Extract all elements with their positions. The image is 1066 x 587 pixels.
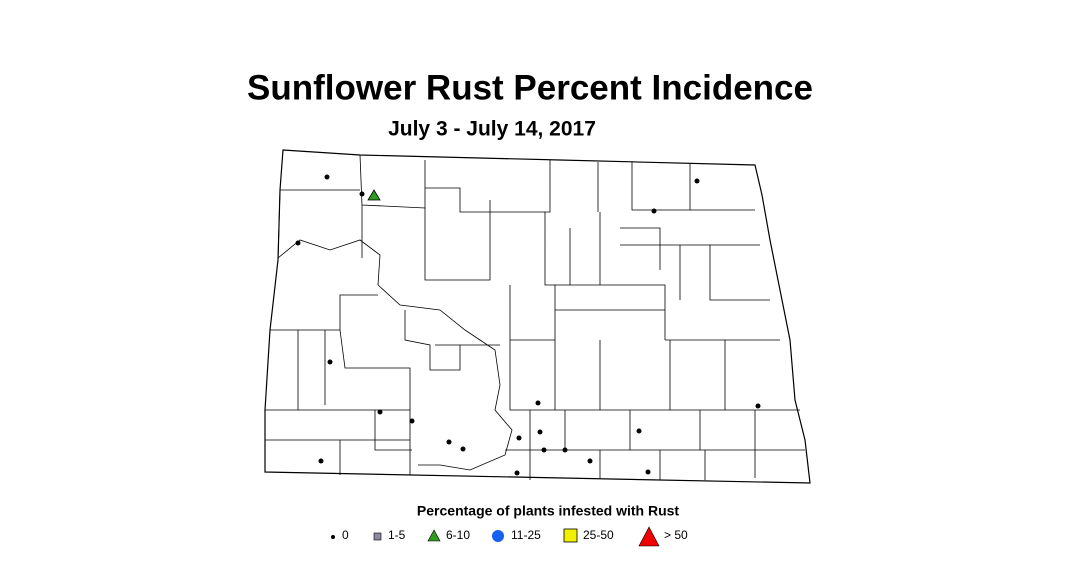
legend-symbol [331,535,335,539]
legend: Percentage of plants infested with Rust … [331,503,688,547]
survey-point [541,447,547,453]
survey-point [694,178,700,184]
survey-point [535,400,541,406]
legend-symbol [638,526,660,547]
legend-label: 11-25 [511,528,541,542]
legend-symbol [492,530,504,542]
legend-label: 1-5 [388,528,406,542]
survey-point [645,469,651,475]
survey-point [514,470,520,476]
survey-point [587,458,593,464]
survey-point [562,447,568,453]
legend-title: Percentage of plants infested with Rust [417,503,679,519]
county-lines [265,154,805,480]
legend-symbol [563,528,578,543]
legend-symbol [373,532,382,541]
survey-point [327,359,333,365]
survey-point [377,409,383,415]
state-map [264,149,811,484]
survey-point [359,191,365,197]
map-subtitle: July 3 - July 14, 2017 [388,118,596,141]
survey-point [516,435,522,441]
survey-point-triangle [367,189,381,201]
state-outline [264,149,811,484]
survey-points [295,174,761,476]
legend-label: 0 [342,528,349,542]
legend-label: 6-10 [446,528,470,542]
legend-label: > 50 [664,528,688,542]
map-title: Sunflower Rust Percent Incidence [247,68,813,107]
survey-point [318,458,324,464]
survey-point [651,208,657,214]
survey-point [460,446,466,452]
survey-point [537,429,543,435]
survey-point [324,174,330,180]
survey-point [295,240,301,246]
survey-point [446,439,452,445]
survey-point [755,403,761,409]
survey-point [409,418,415,424]
legend-symbol [427,529,441,542]
legend-label: 25-50 [583,528,614,542]
survey-point [636,428,642,434]
